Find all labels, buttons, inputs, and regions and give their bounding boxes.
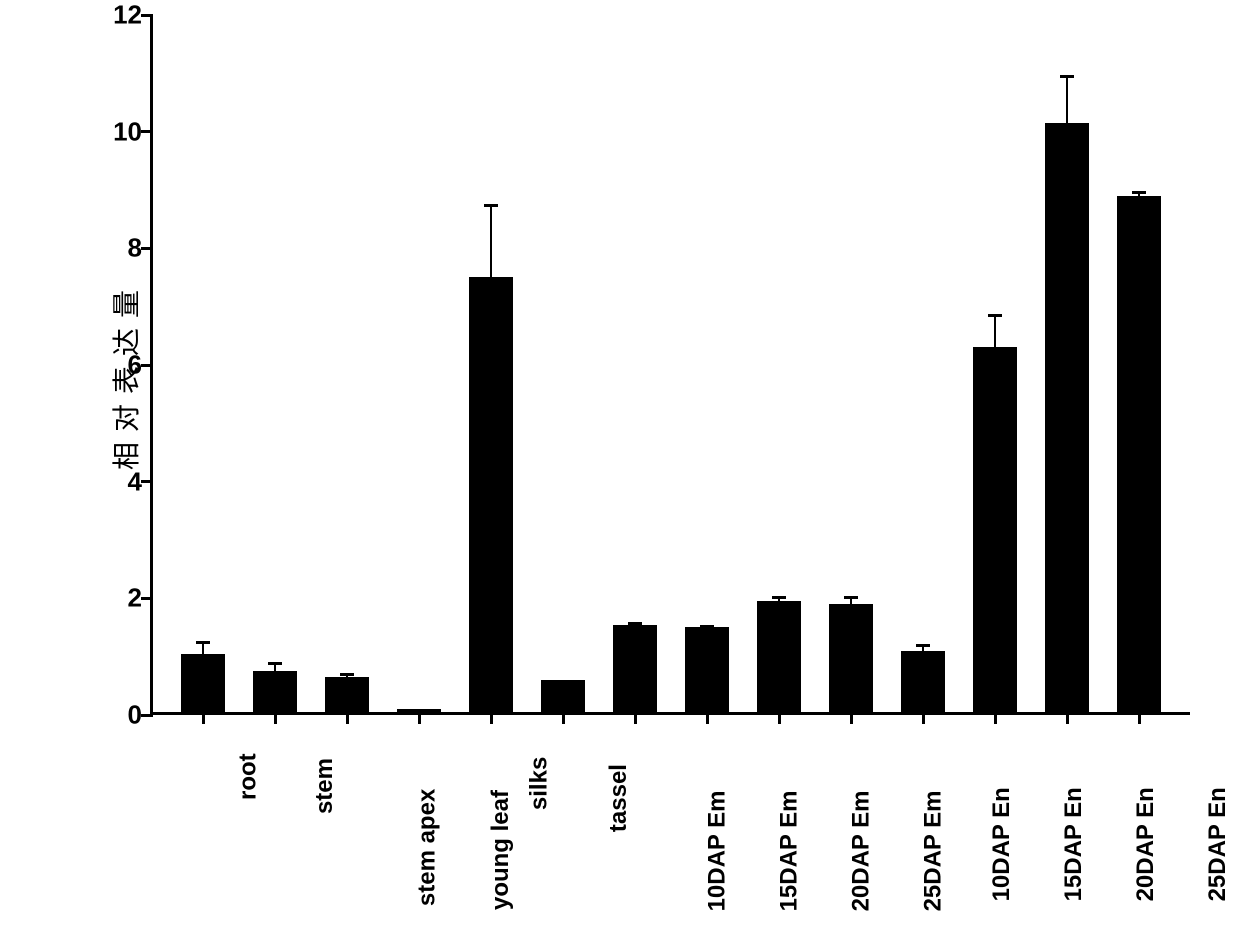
x-tick [346, 712, 349, 724]
error-bar-cap [340, 673, 354, 676]
error-bar-stem [1066, 76, 1068, 126]
x-tick-label: 10DAP Em [703, 790, 731, 911]
bar [973, 347, 1017, 712]
error-bar-stem [994, 315, 996, 350]
bar [1117, 196, 1161, 712]
bar [757, 601, 801, 712]
y-tick [141, 597, 153, 600]
y-tick-label: 6 [102, 350, 142, 381]
y-tick-label: 12 [102, 0, 142, 31]
x-tick-label: stem [311, 758, 339, 814]
x-tick-label: stem apex [414, 789, 442, 906]
x-tick [418, 712, 421, 724]
x-tick-label: 15DAP Em [775, 790, 803, 911]
plot-area: 024681012rootstemstem apexyoung leafsilk… [150, 15, 1190, 715]
bar [829, 604, 873, 712]
y-tick [141, 714, 153, 717]
x-tick-label: 20DAP En [1132, 787, 1160, 901]
error-bar-cap [628, 622, 642, 625]
y-tick-label: 4 [102, 466, 142, 497]
chart-container: 相对表达量 024681012rootstemstem apexyoung le… [90, 15, 1190, 735]
x-tick [850, 712, 853, 724]
x-tick-label: 20DAP Em [847, 790, 875, 911]
error-bar-stem [202, 642, 204, 657]
bar [469, 277, 513, 712]
x-tick [202, 712, 205, 724]
x-tick-label: root [234, 753, 262, 800]
x-tick-label: young leaf [487, 790, 515, 910]
y-tick [141, 364, 153, 367]
bar [325, 677, 369, 712]
bar [685, 627, 729, 712]
y-tick [141, 480, 153, 483]
x-tick-label: 25DAP En [1204, 787, 1232, 901]
error-bar-cap [1060, 75, 1074, 78]
x-tick-label: 10DAP En [988, 787, 1016, 901]
x-tick [1138, 712, 1141, 724]
x-tick [274, 712, 277, 724]
error-bar-cap [196, 641, 210, 644]
error-bar-stem [490, 205, 492, 281]
bar [1045, 123, 1089, 712]
x-tick [778, 712, 781, 724]
y-tick [141, 247, 153, 250]
bar [253, 671, 297, 712]
x-tick [994, 712, 997, 724]
error-bar-cap [1132, 191, 1146, 194]
x-tick [490, 712, 493, 724]
x-tick [706, 712, 709, 724]
bar [901, 651, 945, 712]
error-bar-cap [916, 644, 930, 647]
x-tick-label: silks [526, 757, 554, 810]
y-tick-label: 0 [102, 700, 142, 731]
x-tick-label: 15DAP En [1060, 787, 1088, 901]
bar [541, 680, 585, 712]
y-tick [141, 130, 153, 133]
error-bar-cap [268, 662, 282, 665]
error-bar-cap [484, 204, 498, 207]
bar [613, 625, 657, 713]
x-tick [922, 712, 925, 724]
x-tick [562, 712, 565, 724]
y-tick-label: 10 [102, 116, 142, 147]
error-bar-cap [700, 625, 714, 628]
error-bar-cap [844, 596, 858, 599]
y-tick-label: 8 [102, 233, 142, 264]
x-tick [634, 712, 637, 724]
x-tick-label: tassel [605, 764, 633, 832]
y-tick-label: 2 [102, 583, 142, 614]
x-tick-label: 25DAP Em [919, 790, 947, 911]
error-bar-cap [772, 596, 786, 599]
x-tick [1066, 712, 1069, 724]
y-tick [141, 14, 153, 17]
error-bar-cap [988, 314, 1002, 317]
bar [181, 654, 225, 712]
